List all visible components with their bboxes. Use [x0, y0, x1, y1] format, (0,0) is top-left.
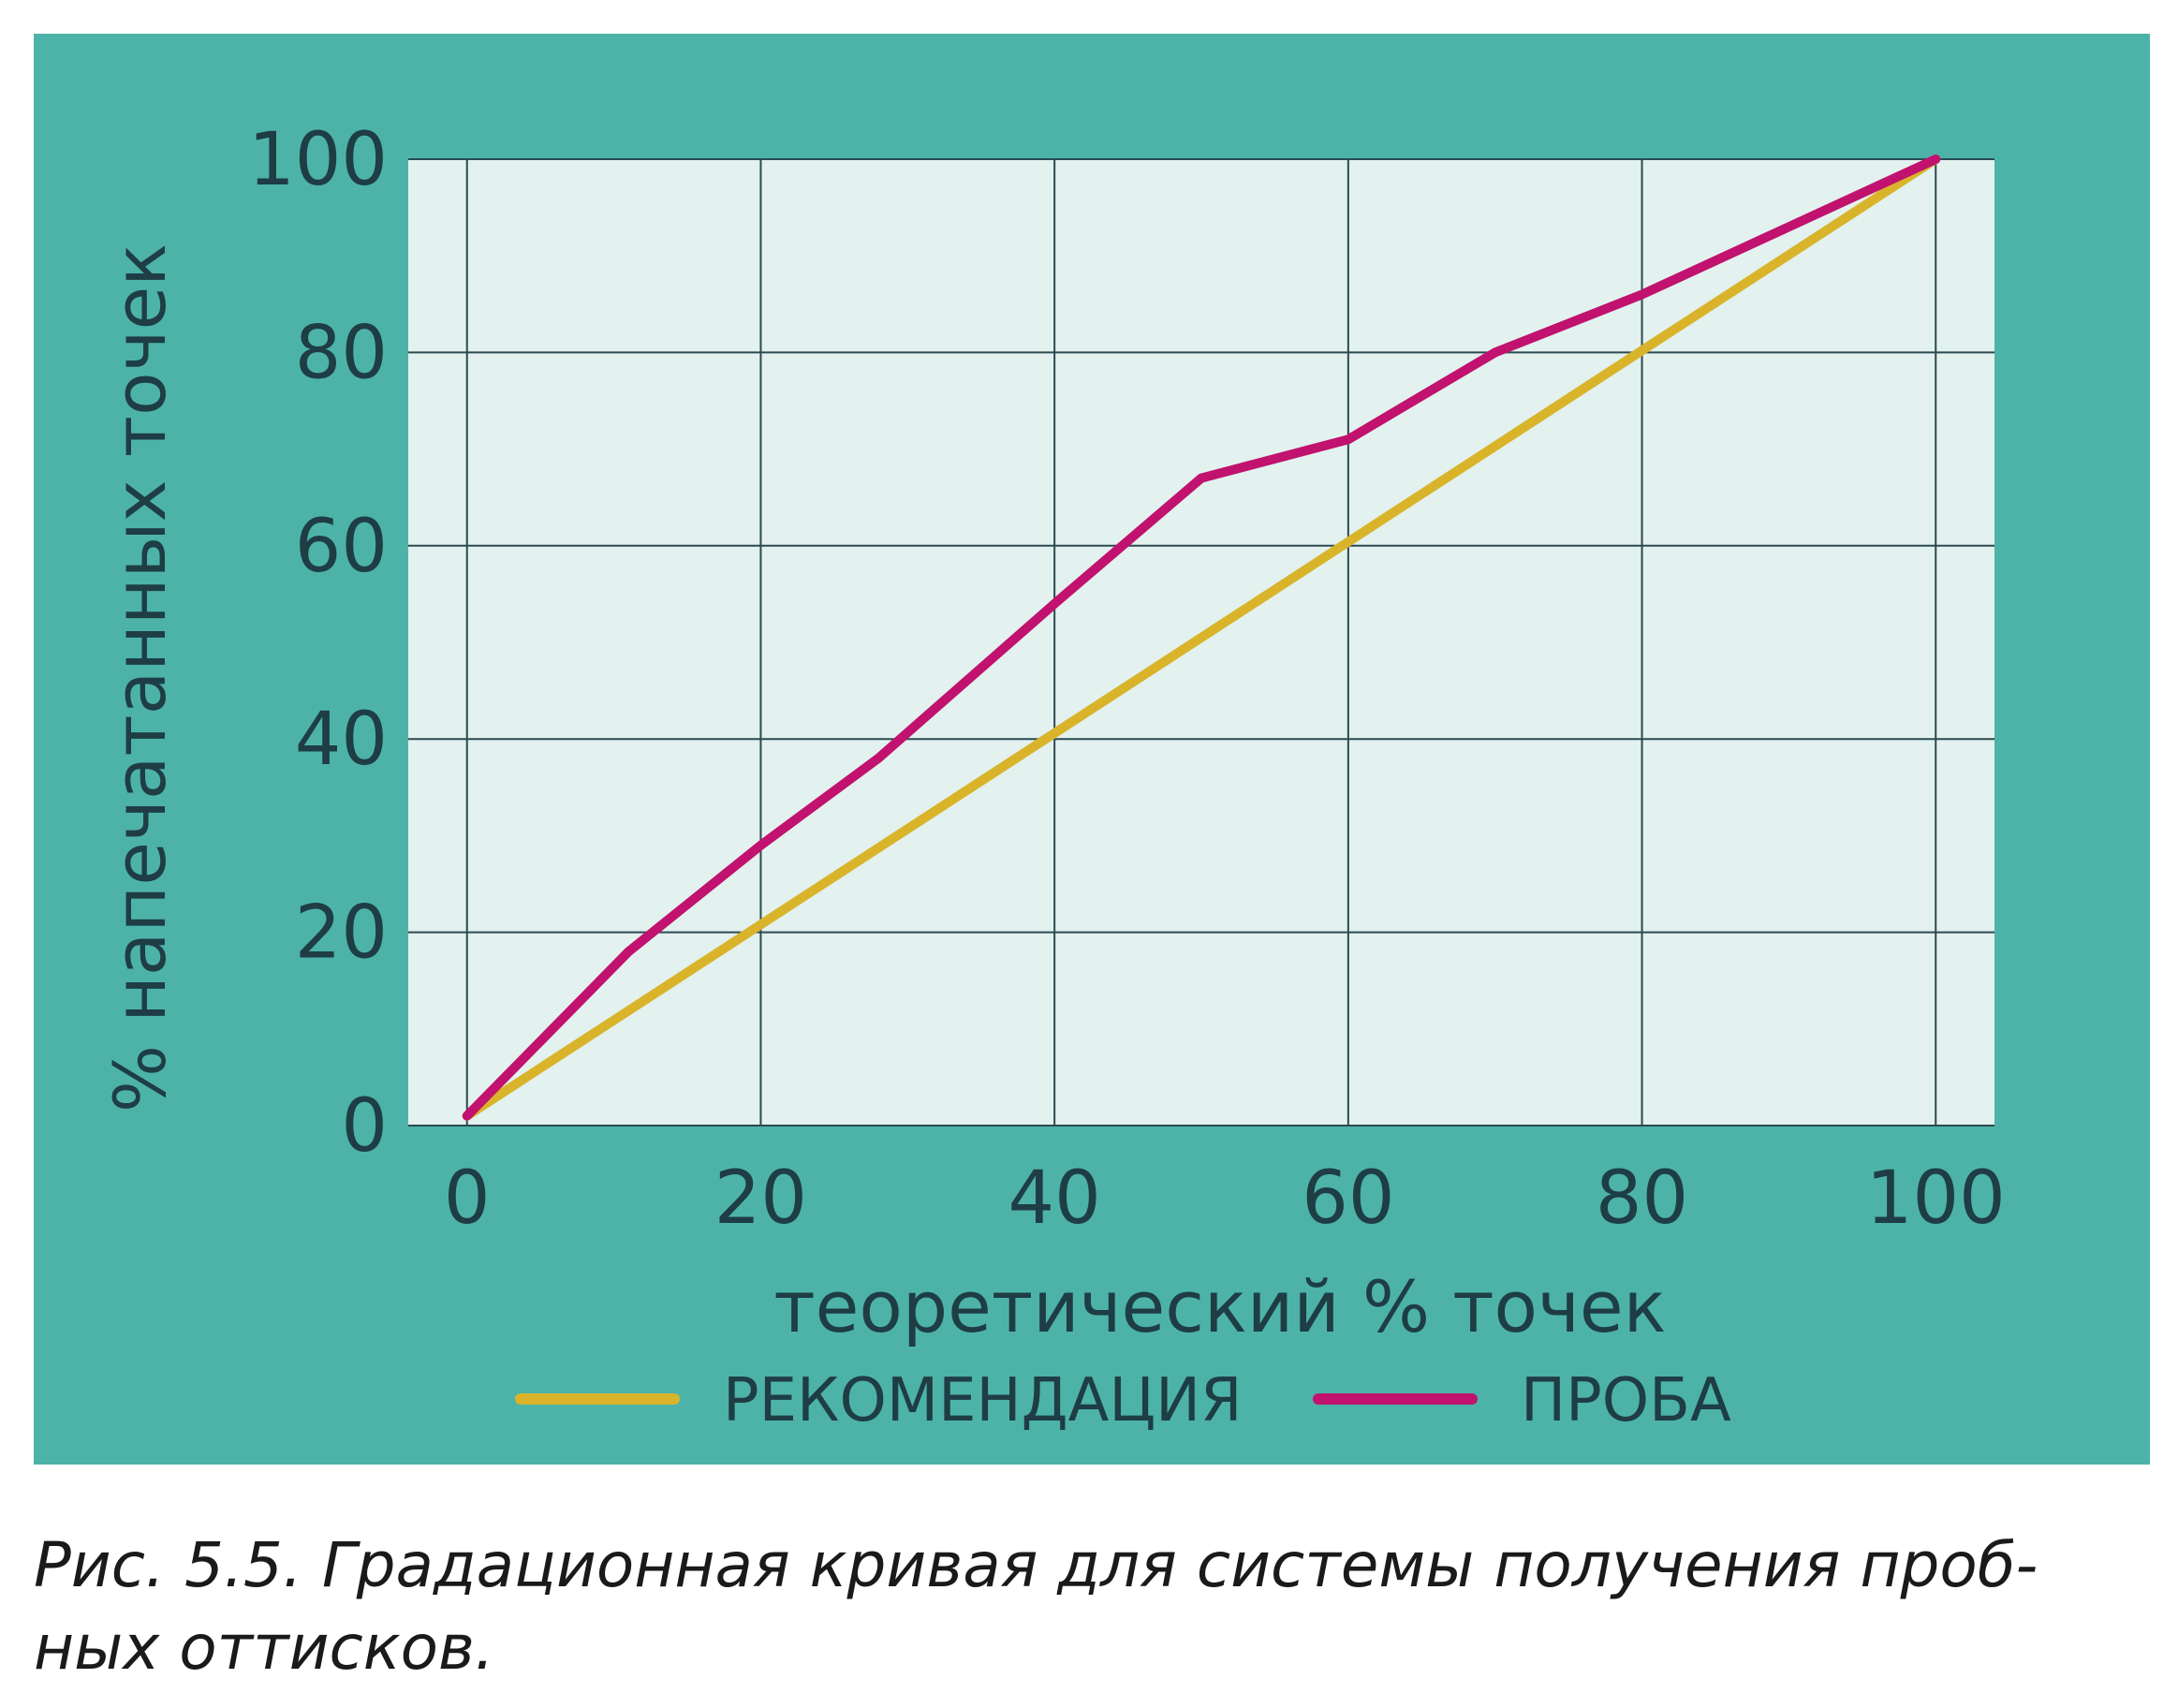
y-axis-ticks: 0 20 40 60 80 100 [248, 118, 388, 1169]
x-axis-title: теоретический % точек [773, 1265, 1666, 1348]
y-tick-label: 20 [295, 891, 388, 976]
caption-line-2: ных оттисков. [34, 1612, 494, 1684]
y-tick-label: 60 [295, 505, 388, 589]
legend-label: ПРОБА [1521, 1366, 1731, 1436]
y-tick-label: 40 [295, 698, 388, 782]
y-tick-label: 0 [341, 1084, 388, 1169]
legend-label: РЕКОМЕНДАЦИЯ [723, 1366, 1242, 1436]
y-tick-label: 100 [248, 118, 388, 202]
y-axis-title: % напечатанных точек [98, 243, 182, 1112]
x-tick-label: 100 [1866, 1156, 2006, 1241]
x-tick-label: 80 [1596, 1156, 1688, 1241]
caption-line-1: Рис. 5.5. Градационная кривая для систем… [34, 1529, 2038, 1601]
grid [408, 158, 1994, 1126]
series-line-proof [462, 155, 1941, 1121]
gradation-chart: 0 20 40 60 80 100 0 20 40 60 80 100 % напечатанных… [98, 118, 2006, 1436]
figure-panel: 0 20 40 60 80 100 0 20 40 60 80 100 % напечатанных… [34, 34, 2150, 1465]
y-tick-label: 80 [295, 311, 388, 395]
x-tick-label: 0 [444, 1156, 491, 1241]
x-tick-label: 40 [1008, 1156, 1101, 1241]
x-tick-label: 60 [1302, 1156, 1394, 1241]
x-tick-label: 20 [714, 1156, 807, 1241]
legend: РЕКОМЕНДАЦИЯ ПРОБА [515, 1366, 1731, 1436]
series-line-recommendation [462, 155, 1941, 1121]
x-axis-ticks: 0 20 40 60 80 100 [444, 1156, 2006, 1241]
series-lines [462, 155, 1941, 1121]
figure-caption: Рис. 5.5. Градационная кривая для систем… [34, 1524, 2131, 1689]
